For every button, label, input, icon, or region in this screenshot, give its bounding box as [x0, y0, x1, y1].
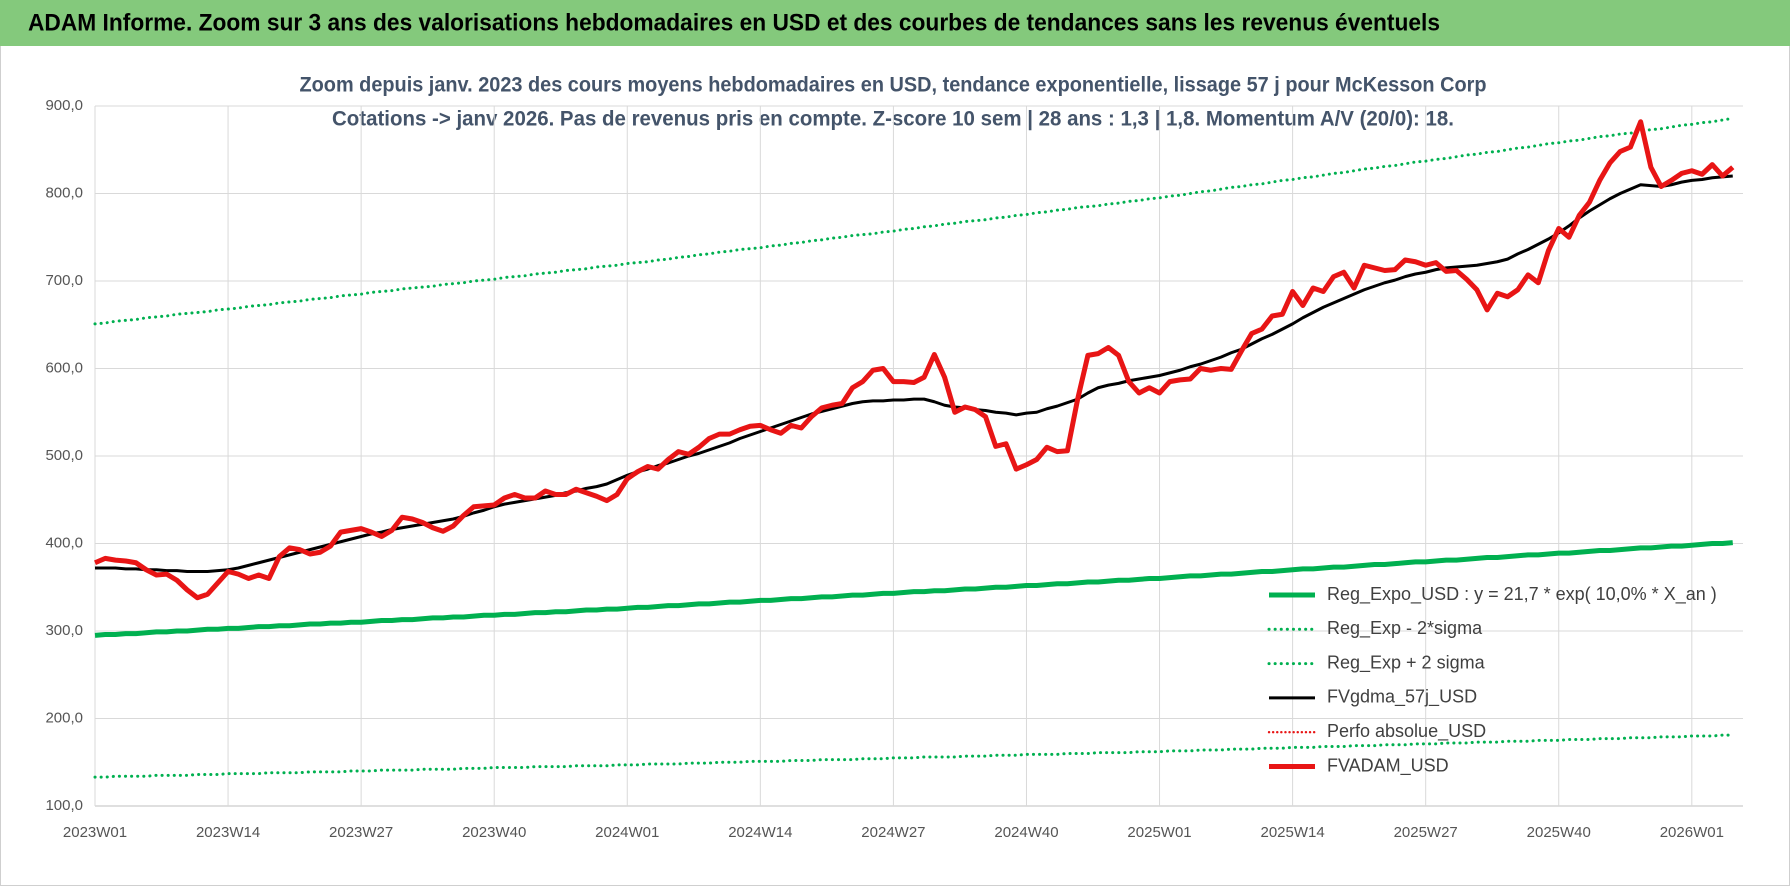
y-tick-label: 100,0	[45, 797, 83, 814]
x-tick-label: 2025W40	[1527, 824, 1591, 841]
legend-label: FVADAM_USD	[1327, 755, 1449, 776]
legend-label: Reg_Exp + 2 sigma	[1327, 652, 1486, 673]
header-title: ADAM Informe. Zoom sur 3 ans des valoris…	[28, 9, 1440, 36]
grid: 100,0 200,0 300,0 400,0 500,0 600,0 700,0 800,0…	[45, 97, 1743, 841]
x-tick-label: 2023W14	[196, 824, 260, 841]
x-tick-label: 2026W01	[1660, 824, 1724, 841]
series-line	[94, 119, 1735, 601]
y-tick-label: 400,0	[45, 534, 83, 551]
y-tick-label: 200,0	[45, 709, 83, 726]
legend: Reg_Expo_USD : y = 21,7 * exp( 10,0% * X…	[1267, 584, 1717, 776]
y-tick-label: 700,0	[45, 272, 83, 289]
y-tick-label: 600,0	[45, 359, 83, 376]
y-tick-label: 500,0	[45, 447, 83, 464]
x-tick-label: 2023W27	[329, 824, 393, 841]
y-tick-label: 900,0	[45, 97, 83, 114]
x-tick-label: 2025W14	[1261, 824, 1325, 841]
series-line	[93, 733, 1735, 779]
legend-label: Reg_Expo_USD : y = 21,7 * exp( 10,0% * X…	[1327, 584, 1717, 605]
x-tick-label: 2023W01	[63, 824, 127, 841]
series-line	[93, 116, 1735, 326]
chart-title: Zoom depuis janv. 2023 des cours moyens …	[300, 74, 1487, 97]
series-line	[95, 174, 1733, 573]
legend-label: Reg_Exp - 2*sigma	[1327, 618, 1483, 639]
x-tick-label: 2024W27	[861, 824, 925, 841]
y-tick-label: 800,0	[45, 184, 83, 201]
plot-lines	[93, 116, 1735, 779]
x-tick-label: 2025W27	[1394, 824, 1458, 841]
series-line	[94, 540, 1733, 638]
y-tick-label: 300,0	[45, 622, 83, 639]
legend-label: Perfo absolue_USD	[1327, 721, 1486, 742]
x-tick-label: 2025W01	[1127, 824, 1191, 841]
x-tick-label: 2024W01	[595, 824, 659, 841]
header-bar	[0, 0, 1790, 46]
x-tick-label: 2024W40	[994, 824, 1058, 841]
legend-label: FVgdma_57j_USD	[1327, 687, 1477, 708]
x-tick-label: 2024W14	[728, 824, 792, 841]
x-tick-label: 2023W40	[462, 824, 526, 841]
